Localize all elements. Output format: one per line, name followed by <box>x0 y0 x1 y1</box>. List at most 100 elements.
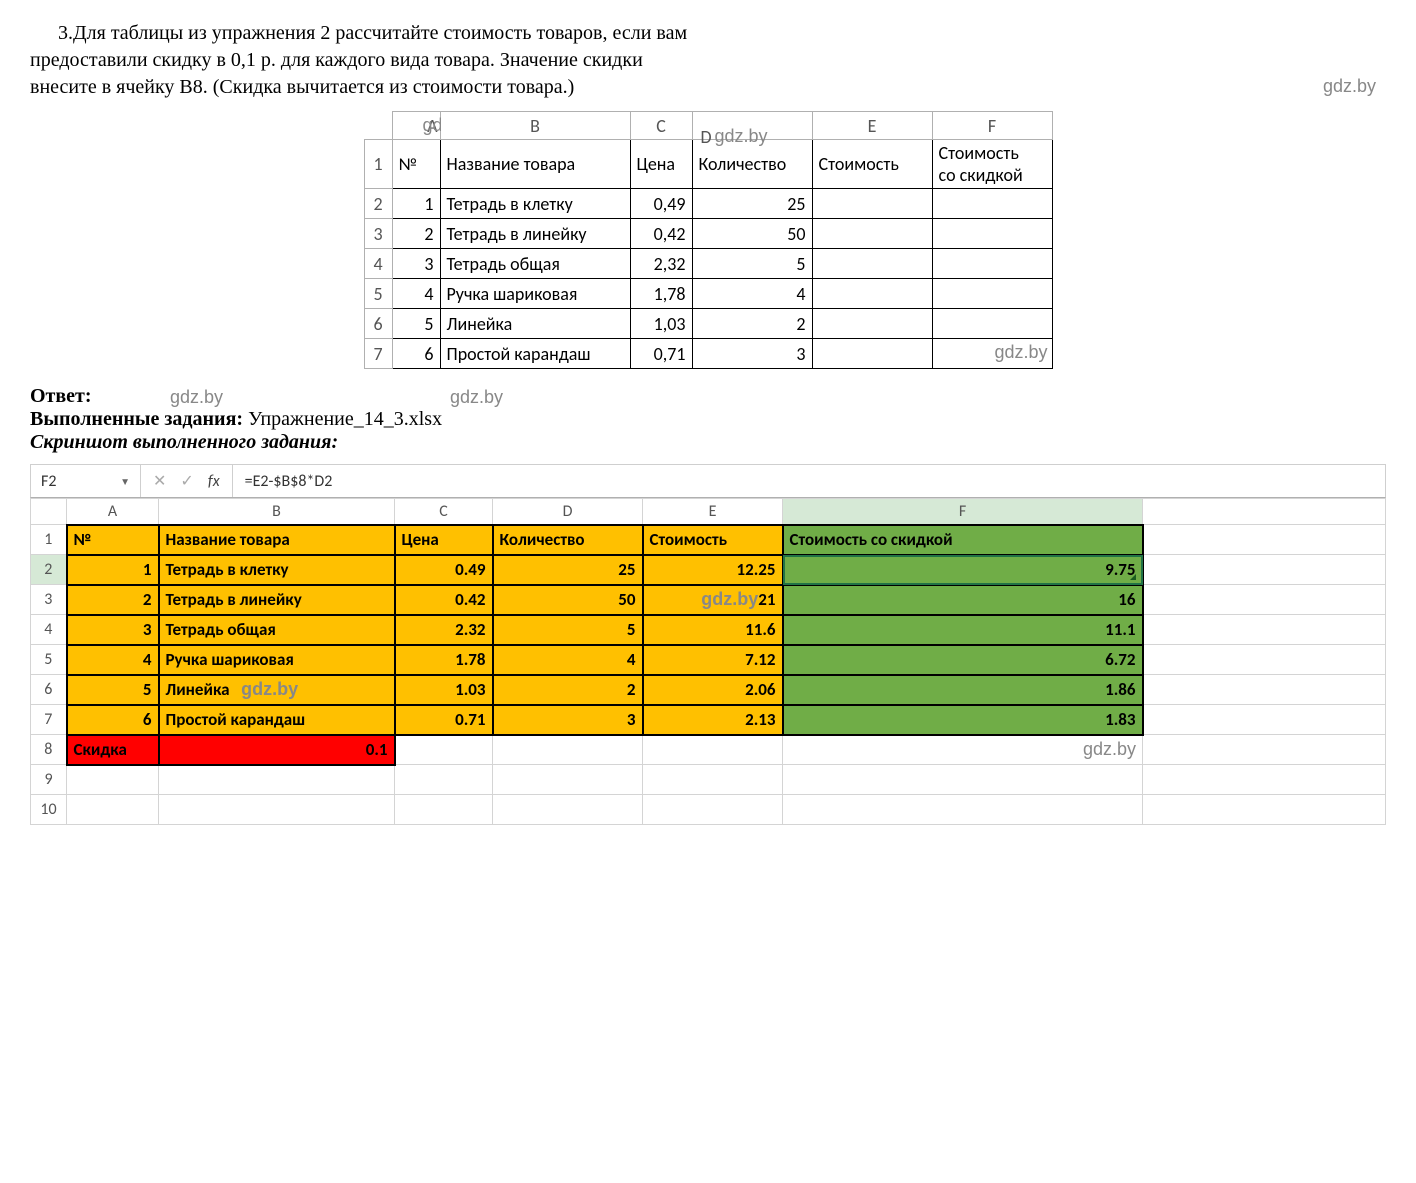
empty-cell[interactable] <box>1143 585 1386 615</box>
col-header-e[interactable]: E <box>643 499 783 525</box>
cell[interactable]: 6.72 <box>783 645 1143 675</box>
col-header-f[interactable]: F <box>783 499 1143 525</box>
row-header[interactable]: 6 <box>31 675 67 705</box>
header-price[interactable]: Цена <box>395 525 493 555</box>
empty-cell[interactable] <box>159 765 395 795</box>
empty-cell[interactable] <box>1143 735 1386 765</box>
cell[interactable]: 16 <box>783 585 1143 615</box>
cell[interactable]: Тетрадь общая <box>159 615 395 645</box>
cell[interactable]: Ручка шариковая <box>159 645 395 675</box>
cell[interactable]: 3 <box>493 705 643 735</box>
fill-handle-icon[interactable] <box>1130 574 1136 580</box>
row-header[interactable]: 4 <box>31 615 67 645</box>
col-header-extra[interactable] <box>1143 499 1386 525</box>
empty-cell[interactable] <box>1143 525 1386 555</box>
header-name[interactable]: Название товара <box>159 525 395 555</box>
empty-cell[interactable] <box>1143 555 1386 585</box>
cell[interactable]: 4 <box>67 645 159 675</box>
discount-value-cell[interactable]: 0.1 <box>159 735 395 765</box>
select-all-corner[interactable] <box>31 499 67 525</box>
cell[interactable]: 11.1 <box>783 615 1143 645</box>
header-disc[interactable]: Стоимость со скидкой <box>783 525 1143 555</box>
empty-cell[interactable] <box>1143 615 1386 645</box>
empty-cell[interactable] <box>395 765 493 795</box>
cell[interactable]: 0.49 <box>395 555 493 585</box>
cell[interactable]: 11.6 <box>643 615 783 645</box>
task-line1: 3.Для таблицы из упражнения 2 рассчитайт… <box>58 22 687 44</box>
cell[interactable]: 7.12 <box>643 645 783 675</box>
cell[interactable]: 25 <box>493 555 643 585</box>
empty-cell[interactable] <box>1143 705 1386 735</box>
cell[interactable]: 4 <box>493 645 643 675</box>
formula-text[interactable]: =E2-$B$8*D2 <box>233 472 1385 491</box>
empty-cell[interactable] <box>395 735 493 765</box>
cell[interactable]: 0.42 <box>395 585 493 615</box>
col-header-b[interactable]: B <box>159 499 395 525</box>
empty-cell[interactable] <box>159 795 395 825</box>
header-disc: Стоимостьсо скидкой <box>932 140 1052 189</box>
cell[interactable]: 2.32 <box>395 615 493 645</box>
cell[interactable]: Линейка gdz.by <box>159 675 395 705</box>
cell[interactable]: 6 <box>67 705 159 735</box>
col-header-d[interactable]: D <box>493 499 643 525</box>
empty-cell[interactable] <box>493 765 643 795</box>
header-qty[interactable]: Количество <box>493 525 643 555</box>
cell[interactable]: 3 <box>67 615 159 645</box>
cell <box>812 309 932 339</box>
empty-cell[interactable] <box>67 795 159 825</box>
empty-cell[interactable]: gdz.by <box>783 735 1143 765</box>
empty-cell[interactable] <box>493 795 643 825</box>
cell[interactable]: 2 <box>67 585 159 615</box>
empty-cell[interactable] <box>1143 675 1386 705</box>
cell[interactable]: 1.83 <box>783 705 1143 735</box>
cell[interactable]: 0.71 <box>395 705 493 735</box>
header-num[interactable]: № <box>67 525 159 555</box>
empty-cell[interactable] <box>1143 765 1386 795</box>
empty-cell[interactable] <box>493 735 643 765</box>
empty-cell[interactable] <box>1143 795 1386 825</box>
row-header[interactable]: 9 <box>31 765 67 795</box>
empty-cell[interactable] <box>643 795 783 825</box>
col-header-a[interactable]: A <box>67 499 159 525</box>
name-box[interactable]: F2 ▼ <box>31 465 141 497</box>
cell[interactable]: 5 <box>67 675 159 705</box>
fx-icon[interactable]: fx <box>208 472 220 491</box>
row-header[interactable]: 1 <box>31 525 67 555</box>
cell[interactable]: Простой карандаш <box>159 705 395 735</box>
cell[interactable]: 12.25 <box>643 555 783 585</box>
row-header: 3 <box>364 219 392 249</box>
row-header[interactable]: 7 <box>31 705 67 735</box>
dropdown-icon[interactable]: ▼ <box>120 475 130 488</box>
cell[interactable]: 50 <box>493 585 643 615</box>
spreadsheet[interactable]: A B C D E F 1 № Название товара Цена Кол… <box>30 498 1386 825</box>
cell[interactable]: 1 <box>67 555 159 585</box>
cell[interactable]: 2 <box>493 675 643 705</box>
confirm-icon[interactable]: ✓ <box>180 471 193 491</box>
cell[interactable]: 2.06 <box>643 675 783 705</box>
empty-cell[interactable] <box>643 765 783 795</box>
empty-cell[interactable] <box>783 765 1143 795</box>
cell-selected[interactable]: 9.75 <box>783 555 1143 585</box>
empty-cell[interactable] <box>67 765 159 795</box>
cell[interactable]: 1.03 <box>395 675 493 705</box>
row-header[interactable]: 3 <box>31 585 67 615</box>
row-header[interactable]: 10 <box>31 795 67 825</box>
row-header[interactable]: 2 <box>31 555 67 585</box>
cell[interactable]: Тетрадь в клетку <box>159 555 395 585</box>
row-header[interactable]: 8 <box>31 735 67 765</box>
cancel-icon[interactable]: ✕ <box>153 471 166 491</box>
cell[interactable]: Тетрадь в линейку <box>159 585 395 615</box>
col-header-c[interactable]: C <box>395 499 493 525</box>
cell[interactable]: 2.13 <box>643 705 783 735</box>
cell[interactable]: 1.78 <box>395 645 493 675</box>
discount-label-cell[interactable]: Скидка <box>67 735 159 765</box>
empty-cell[interactable] <box>643 735 783 765</box>
empty-cell[interactable] <box>783 795 1143 825</box>
cell[interactable]: gdz.by21 <box>643 585 783 615</box>
header-cost[interactable]: Стоимость <box>643 525 783 555</box>
cell[interactable]: 5 <box>493 615 643 645</box>
empty-cell[interactable] <box>1143 645 1386 675</box>
empty-cell[interactable] <box>395 795 493 825</box>
cell[interactable]: 1.86 <box>783 675 1143 705</box>
row-header[interactable]: 5 <box>31 645 67 675</box>
